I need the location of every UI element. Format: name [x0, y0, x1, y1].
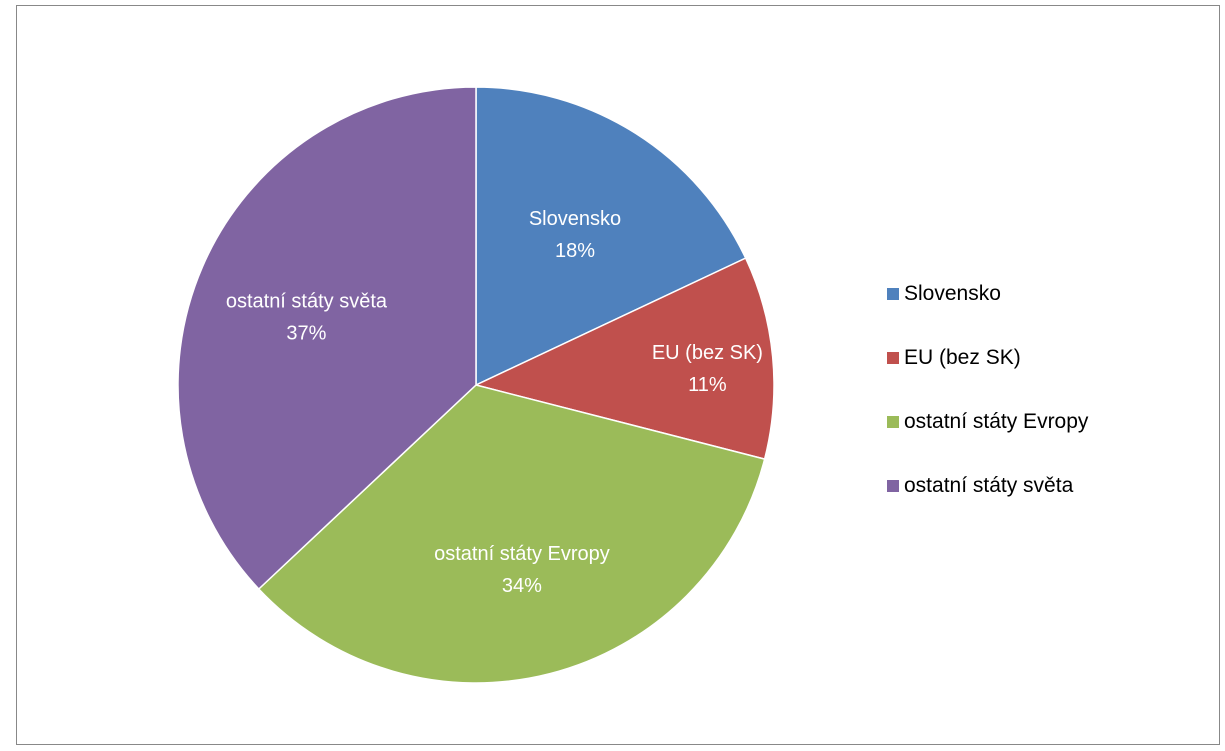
pie-slice-svet	[177, 86, 477, 591]
slice-value-label-evropa: 34%	[502, 575, 542, 597]
legend-swatch-eu	[887, 352, 899, 364]
legend-item-slovensko: Slovensko	[887, 274, 1088, 314]
pie-slice-eu	[473, 257, 775, 461]
legend-swatch-svet	[887, 480, 899, 492]
slice-value-label-slovensko: 18%	[555, 240, 595, 262]
slice-value-label-svet: 37%	[286, 323, 326, 345]
legend-label-svet: ostatní státy světa	[904, 474, 1074, 497]
legend-swatch-evropa	[887, 416, 899, 428]
legend: Slovensko EU (bez SK) ostatní státy Evro…	[887, 274, 1088, 530]
legend-label-eu: EU (bez SK)	[904, 346, 1021, 369]
legend-swatch-slovensko	[887, 288, 899, 300]
legend-item-svet: ostatní státy světa	[887, 466, 1088, 506]
legend-label-evropa: ostatní státy Evropy	[904, 410, 1089, 433]
legend-item-evropa: ostatní státy Evropy	[887, 402, 1088, 442]
pie-slice-slovensko	[475, 86, 747, 387]
slice-category-label-evropa: ostatní státy Evropy	[434, 543, 610, 565]
slice-category-label-eu: EU (bez SK)	[652, 342, 763, 364]
pie-slice-evropa	[257, 384, 766, 684]
slice-category-label-svet: ostatní státy světa	[226, 291, 388, 313]
legend-label-slovensko: Slovensko	[904, 282, 1001, 305]
slice-category-label-slovensko: Slovensko	[529, 208, 621, 230]
slice-value-label-eu: 11%	[688, 374, 727, 396]
legend-item-eu: EU (bez SK)	[887, 338, 1088, 378]
